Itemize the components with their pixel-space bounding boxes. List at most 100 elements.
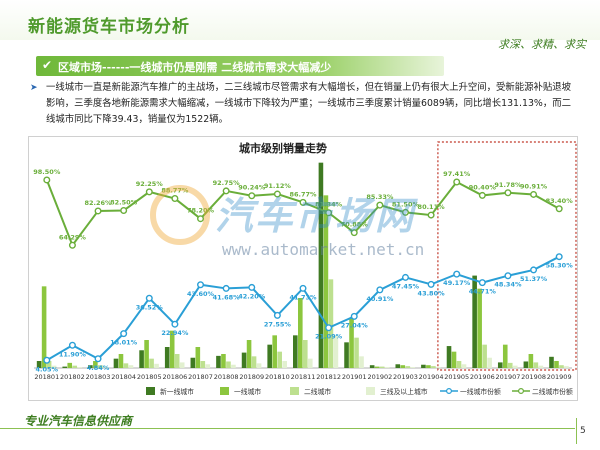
point-二线城市份额-201805	[145, 188, 153, 196]
bar-一线城市-201802	[67, 362, 73, 368]
label-二线城市份额-201903: 81.50%	[392, 200, 420, 208]
bar-三线及以上城市-201810	[282, 361, 287, 368]
legend-swatch-新一线城市	[146, 387, 155, 395]
point-二线城市份额-201903	[401, 208, 409, 216]
legend-swatch-一线城市	[220, 387, 229, 395]
point-一线城市份额-201901	[350, 312, 358, 320]
legend-label-二线城市: 二线城市	[304, 387, 331, 396]
label-一线城市份额-201907: 48.34%	[494, 281, 522, 289]
x-tick-201803: 201803	[86, 373, 111, 381]
point-一线城市份额-201903	[401, 273, 409, 281]
x-tick-201802: 201802	[60, 373, 85, 381]
point-一线城市份额-201811	[299, 284, 307, 292]
point-一线城市份额-201810	[273, 311, 281, 319]
label-二线城市份额-201810: 91.12%	[264, 182, 292, 190]
bar-新一线城市-201807	[190, 357, 196, 368]
x-tick-201907: 201907	[496, 373, 521, 381]
bar-三线及以上城市-201806	[179, 362, 185, 368]
point-一线城市份额-201907	[504, 272, 512, 280]
point-一线城市份额-201808	[222, 284, 230, 292]
bar-新一线城市-201904	[421, 364, 426, 368]
label-二线城市份额-201907: 91.78%	[494, 181, 522, 189]
label-二线城市份额-201904: 80.11%	[418, 203, 446, 211]
point-二线城市份额-201801	[43, 176, 51, 184]
point-一线城市份额-201904	[427, 280, 435, 288]
bar-三线及以上城市-201803	[103, 366, 108, 368]
point-二线城市份额-201810	[273, 190, 281, 198]
bar-三线及以上城市-201809	[256, 363, 262, 368]
bar-三线及以上城市-201906	[487, 357, 492, 368]
label-一线城市份额-201905: 49.17%	[443, 279, 471, 287]
bar-二线城市-201907	[507, 362, 513, 368]
point-一线城市份额-201807	[197, 281, 205, 289]
legend-marker-一线城市份额	[446, 388, 453, 395]
bar-二线城市-201804	[123, 363, 129, 368]
bar-二线城市-201905	[456, 361, 462, 368]
label-一线城市份额-201909: 58.30%	[546, 262, 574, 270]
bar-二线城市-201906	[482, 344, 487, 368]
label-一线城市份额-201906: 44.71%	[469, 288, 497, 296]
x-tick-201807: 201807	[188, 373, 213, 381]
bar-一线城市-201808	[221, 354, 226, 368]
bar-新一线城市-201811	[293, 335, 298, 368]
point-一线城市份额-201802	[68, 341, 76, 349]
bar-新一线城市-201806	[164, 347, 170, 368]
bar-新一线城市-201803	[88, 365, 93, 368]
bar-一线城市-201807	[195, 347, 201, 368]
slogan: 求深、求精、求实	[498, 38, 586, 51]
label-二线城市份额-201802: 64.29%	[59, 233, 87, 241]
bar-新一线城市-201908	[523, 361, 529, 368]
x-tick-201905: 201905	[444, 373, 469, 381]
label-二线城市份额-201804: 82.50%	[110, 199, 138, 207]
bar-二线城市-201901	[354, 337, 359, 368]
bar-二线城市-201801	[46, 361, 52, 368]
point-一线城市份额-201804	[120, 330, 128, 338]
point-一线城市份额-201803	[94, 355, 102, 363]
section-heading-text: 区域市场------一线城市仍是刚需 二线城市需求大幅减少	[58, 61, 332, 74]
point-二线城市份额-201904	[427, 211, 435, 219]
bar-三线及以上城市-201909	[564, 366, 569, 368]
label-一线城市份额-201811: 41.73%	[289, 293, 317, 301]
chart-title: 城市级别销量走势	[239, 141, 327, 155]
legend-label-二线城市份额: 二线城市份额	[532, 387, 573, 396]
label-二线城市份额-201809: 90.24%	[238, 184, 266, 192]
point-二线城市份额-201808	[222, 187, 230, 195]
x-tick-201901: 201901	[342, 373, 367, 381]
bar-一线城市-201908	[528, 354, 534, 368]
label-二线城市份额-201811: 86.77%	[289, 190, 317, 198]
legend-label-一线城市份额: 一线城市份额	[460, 387, 501, 396]
label-一线城市份额-201812: 21.09%	[315, 333, 343, 341]
point-一线城市份额-201906	[478, 279, 486, 287]
watermark-url: www.automarket.net.cn	[222, 240, 425, 259]
label-一线城市份额-201903: 47.45%	[392, 282, 420, 290]
label-一线城市份额-201801: 4.05%	[36, 365, 59, 373]
point-一线城市份额-201902	[376, 286, 384, 294]
x-tick-201808: 201808	[214, 373, 239, 381]
bar-三线及以上城市-201904	[436, 367, 441, 368]
bar-二线城市-201810	[277, 351, 282, 368]
point-一线城市份额-201809	[248, 283, 256, 291]
bar-新一线城市-201808	[216, 355, 221, 368]
bar-新一线城市-201901	[344, 342, 349, 368]
legend-label-一线城市: 一线城市	[234, 387, 261, 396]
label-二线城市份额-201805: 92.25%	[136, 180, 164, 188]
label-一线城市份额-201803: 4.84%	[87, 364, 110, 372]
label-二线城市份额-201812: 81.34%	[315, 201, 343, 209]
bar-新一线城市-201903	[395, 364, 401, 368]
page-number: 5	[580, 426, 586, 436]
bar-新一线城市-201802	[62, 366, 68, 368]
highlight-box	[437, 141, 577, 371]
bar-二线城市-201805	[149, 358, 154, 368]
point-二线城市份额-201902	[376, 201, 384, 209]
city-level-sales-chart: 城市级别销量走势 4.05%11.90%4.84% 18.01% 36.52% 22.9…	[28, 136, 578, 401]
x-tick-201812: 201812	[316, 373, 341, 381]
label-二线城市份额-201901: 70.88%	[341, 221, 369, 229]
label-一线城市份额-201805: 36.52%	[136, 303, 164, 311]
bar-一线城市-201805	[144, 340, 149, 368]
label-二线城市份额-201902: 85.33%	[366, 193, 394, 201]
bar-三线及以上城市-201902	[384, 367, 390, 368]
bar-一线城市-201809	[246, 340, 252, 368]
x-tick-201810: 201810	[265, 373, 290, 381]
bar-二线城市-201807	[200, 361, 206, 368]
bar-三线及以上城市-201801	[51, 365, 57, 368]
